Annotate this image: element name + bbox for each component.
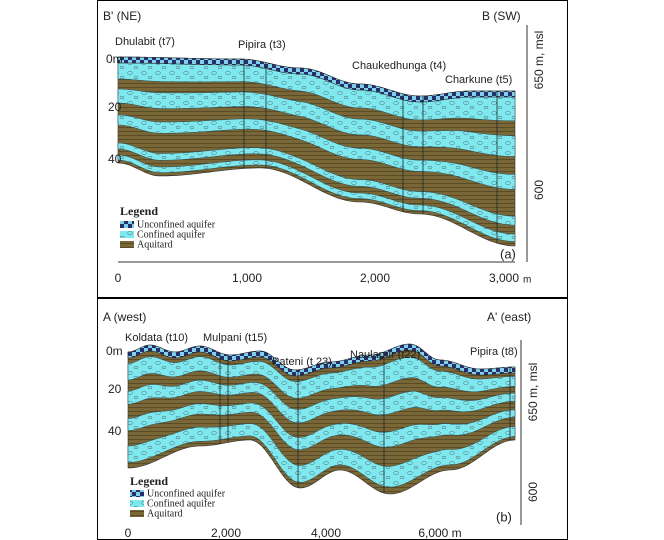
section-end: A' (east) [487, 310, 531, 324]
elevation-label: 600 [526, 482, 540, 502]
legend-swatch [120, 221, 134, 228]
well-label: Dhulabit (t7) [115, 36, 175, 48]
legend-title: Legend [130, 474, 168, 488]
depth-label: 0m [106, 52, 123, 66]
distance-label: 2,000 [360, 271, 390, 285]
legend-item: Aquitard [137, 239, 173, 250]
distance-unit: m [523, 275, 531, 286]
well-label: Naulapur (t22) [350, 349, 420, 361]
well-label: Charkune (t5) [445, 74, 512, 86]
distance-label: 3,000 [489, 271, 519, 285]
legend-swatch [120, 231, 134, 238]
distance-label: 6,000 m [418, 526, 461, 540]
legend-swatch [130, 510, 144, 517]
elevation-title: 650 m, msl [526, 363, 540, 422]
panel-label: (a) [500, 246, 516, 261]
section-end: A (west) [103, 310, 146, 324]
depth-label: 20 [108, 100, 122, 114]
legend-swatch [120, 241, 134, 248]
distance-label: 0 [115, 271, 122, 285]
legend-title: Legend [120, 204, 158, 218]
distance-label: 0 [125, 526, 132, 540]
elevation-title: 650 m, msl [532, 31, 546, 90]
well-label: Koldata (t10) [125, 332, 188, 344]
section-end: B (SW) [482, 9, 521, 23]
legend-swatch [130, 490, 144, 497]
depth-label: 0m [106, 344, 123, 358]
section-end: B' (NE) [103, 9, 141, 23]
legend-swatch [130, 500, 144, 507]
panel-label: (b) [496, 509, 512, 524]
elevation-label: 600 [532, 180, 546, 200]
legend-item: Aquitard [147, 508, 183, 519]
depth-label: 20 [108, 382, 122, 396]
distance-label: 2,000 [211, 526, 241, 540]
depth-label: 40 [108, 424, 122, 438]
figure: B' (NE) B (SW) Dhulabit (t7) Pipira (t3)… [0, 0, 664, 540]
distance-label: 1,000 [232, 271, 262, 285]
well-label: Chaukedhunga (t4) [352, 60, 446, 72]
well-label: Pateni (t 23) [272, 356, 332, 368]
well-label: Pipira (t8) [470, 346, 518, 358]
depth-label: 40 [108, 152, 122, 166]
well-label: Mulpani (t15) [203, 332, 267, 344]
distance-label: 4,000 [311, 526, 341, 540]
well-label: Pipira (t3) [238, 39, 286, 51]
